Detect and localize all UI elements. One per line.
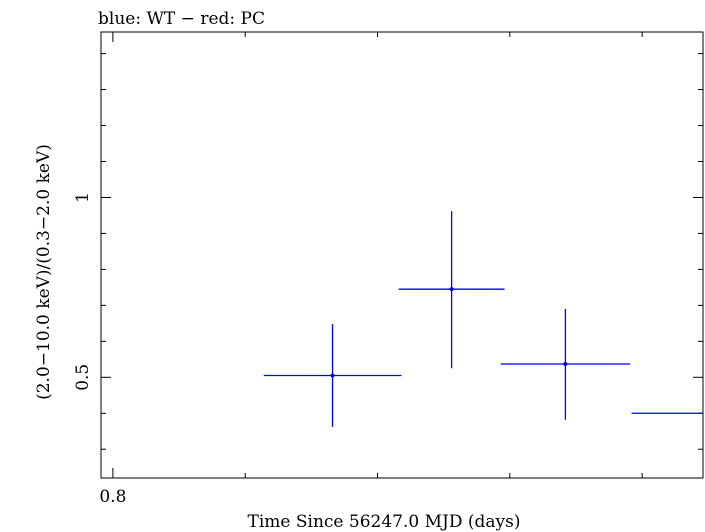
data-point xyxy=(631,412,703,414)
point-marker xyxy=(330,373,335,378)
chart-title: blue: WT − red: PC xyxy=(98,9,265,29)
data-point xyxy=(398,211,505,369)
data-point xyxy=(263,324,402,427)
data-points xyxy=(263,211,703,427)
data-point xyxy=(500,308,631,420)
axis-tick-labels: 0.80.8050.810.51 xyxy=(73,192,126,507)
plot-frame xyxy=(100,31,704,479)
y-tick-label: 0.5 xyxy=(73,364,93,391)
x-tick-label: 0.8 xyxy=(99,487,126,507)
x-axis-label: Time Since 56247.0 MJD (days) xyxy=(248,512,521,532)
point-marker xyxy=(449,287,454,292)
y-axis-label: (2.0−10.0 keV)/(0.3−2.0 keV) xyxy=(34,144,54,400)
point-marker xyxy=(563,361,568,366)
axis-ticks xyxy=(101,32,703,478)
y-tick-label: 1 xyxy=(73,192,93,203)
